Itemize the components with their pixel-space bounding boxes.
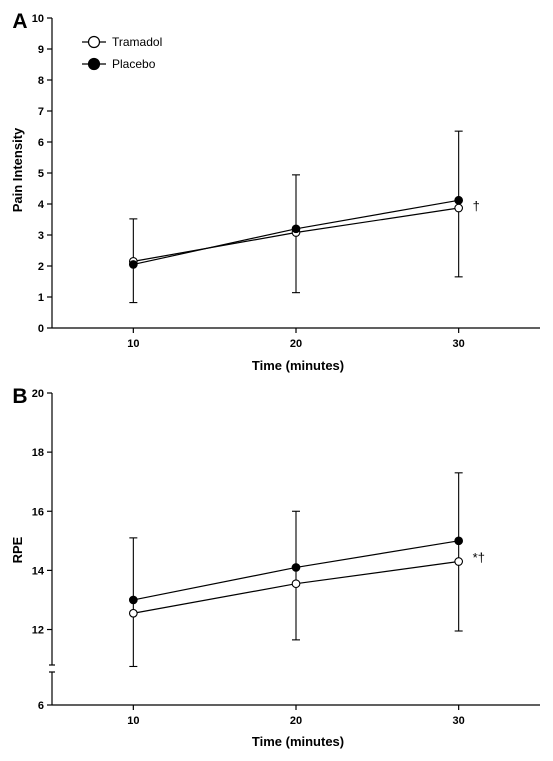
y-axis-label: RPE xyxy=(10,536,25,563)
y-tick-label: 14 xyxy=(32,565,45,577)
legend-marker-placebo xyxy=(87,57,101,71)
data-point-placebo xyxy=(128,260,138,269)
x-axis-label: Time (minutes) xyxy=(252,358,344,373)
data-point-placebo xyxy=(454,536,464,546)
legend-label-tramadol: Tramadol xyxy=(112,35,162,49)
data-point-tramadol xyxy=(454,557,464,566)
data-point-placebo xyxy=(291,563,301,572)
y-tick-label: 2 xyxy=(38,261,44,273)
panel-label: B xyxy=(12,385,27,408)
y-tick-label: 16 xyxy=(32,506,44,518)
panel-label: A xyxy=(12,10,27,33)
data-point-placebo xyxy=(128,595,138,605)
y-tick-label: 20 xyxy=(32,388,44,400)
data-point-tramadol xyxy=(454,203,464,213)
x-axis-label: Time (minutes) xyxy=(252,734,344,749)
y-tick-label: 6 xyxy=(38,137,44,149)
data-point-placebo xyxy=(454,195,464,205)
x-tick-label: 30 xyxy=(453,715,465,727)
significance-marker: † xyxy=(473,199,480,214)
x-tick-label: 10 xyxy=(127,338,139,350)
y-tick-label: 0 xyxy=(38,323,44,335)
y-tick-label: 18 xyxy=(32,447,44,459)
legend: Tramadol Placebo xyxy=(82,35,162,71)
y-tick-label: 9 xyxy=(38,44,44,56)
legend-label-placebo: Placebo xyxy=(112,57,156,71)
y-tick-label: 3 xyxy=(38,230,44,242)
y-tick-label: 8 xyxy=(38,75,44,87)
y-tick-label: 10 xyxy=(32,13,44,25)
y-tick-label: 1 xyxy=(38,292,44,304)
y-tick-label: 6 xyxy=(38,700,44,712)
data-point-tramadol xyxy=(291,579,301,589)
y-tick-label: 12 xyxy=(32,625,44,637)
y-tick-label: 4 xyxy=(38,199,45,211)
x-tick-label: 20 xyxy=(290,338,302,350)
x-tick-label: 10 xyxy=(127,715,139,727)
x-tick-label: 20 xyxy=(290,715,302,727)
x-tick-label: 30 xyxy=(453,338,465,350)
y-tick-label: 5 xyxy=(38,168,44,180)
y-tick-label: 7 xyxy=(38,106,44,118)
data-point-placebo xyxy=(291,224,301,234)
y-axis-label: Pain Intensity xyxy=(10,127,25,212)
significance-marker: *† xyxy=(473,550,485,565)
data-point-tramadol xyxy=(128,608,138,618)
legend-marker-tramadol xyxy=(87,35,101,49)
panel-b: 6 12 14 16 18 20 10 20 30 B Time (minutes) RPE *† xyxy=(10,385,540,749)
panel-a: 0 1 2 3 4 5 6 7 8 9 10 10 20 30 A Time (minutes) Pain In… xyxy=(10,10,540,373)
